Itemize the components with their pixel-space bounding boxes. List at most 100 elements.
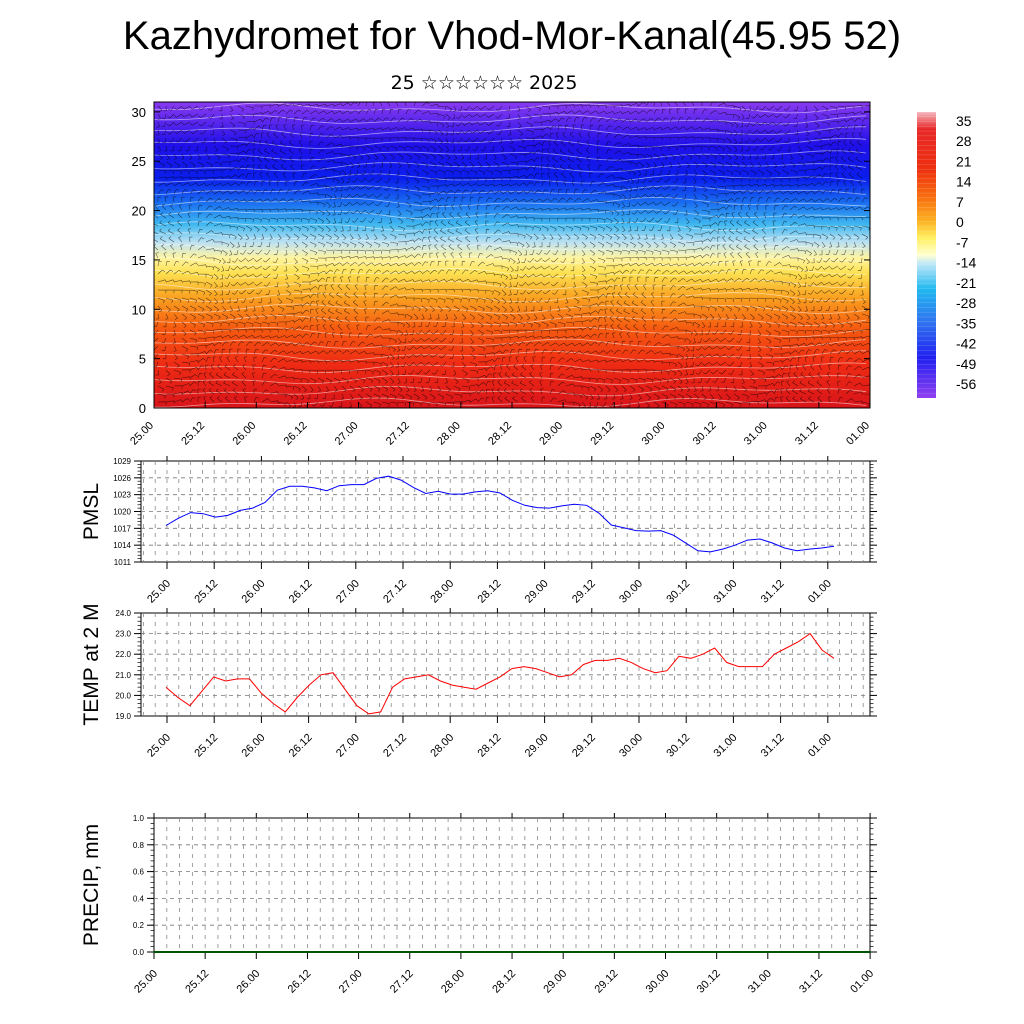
- contour-line: [154, 185, 867, 196]
- precip-x-tick-label: 01.00: [848, 968, 876, 996]
- precip-x-tick-label: 29.12: [593, 968, 621, 996]
- section-field: [154, 102, 870, 408]
- section-x-tick-label: 01.00: [844, 420, 872, 448]
- section-x-tick-label: 26.00: [230, 420, 258, 448]
- colorbar-label: -7: [956, 234, 969, 250]
- precip-y-tick-label: 1.0: [133, 814, 145, 823]
- contour-line: [154, 362, 867, 373]
- colorbar-label: 7: [956, 194, 964, 210]
- section-x-tick-label: 28.00: [435, 420, 463, 448]
- section-x-tick-label: 31.12: [793, 420, 821, 448]
- section-y-tick-label: 5: [139, 352, 146, 367]
- pmsl-y-tick-label: 1029: [113, 457, 131, 466]
- pmsl-y-tick-label: 1026: [113, 474, 131, 483]
- contour-line: [154, 244, 867, 255]
- contour-line: [154, 162, 867, 173]
- temp-x-tick-label: 27.12: [381, 732, 409, 760]
- contour-line: [154, 221, 867, 232]
- pmsl-y-axis-label: PMSL: [80, 483, 103, 540]
- wind-barbs: [154, 102, 870, 408]
- contour-line: [154, 114, 867, 125]
- colorbar-label: -28: [956, 295, 976, 311]
- temp-y-tick-label: 20.0: [115, 691, 131, 700]
- precip-y-axis-label: PRECIP, mm: [80, 824, 103, 946]
- precip-x-tick-label: 27.12: [388, 968, 416, 996]
- section-x-tick-label: 29.00: [537, 420, 565, 448]
- precip-x-tick-label: 28.00: [439, 968, 467, 996]
- temp-x-tick-label: 29.12: [570, 732, 598, 760]
- temp-x-tick-label: 29.00: [523, 732, 551, 760]
- pmsl-series-line: [165, 475, 835, 553]
- section-x-tick-label: 25.00: [128, 420, 156, 448]
- section-x-tick-label: 27.12: [384, 420, 412, 448]
- cross-section-panel: 0 5 10 15 20 25 30 25.00 25.12 26.00 26.12 27.00 27.…: [128, 101, 872, 448]
- colorbar-label: -21: [956, 275, 976, 291]
- temp-y-tick-label: 22.0: [115, 650, 131, 659]
- precip-y-tick-label: 0.2: [133, 921, 145, 930]
- precip-x-tick-label: 26.00: [234, 968, 262, 996]
- temp-x-tick-label: 30.12: [664, 732, 692, 760]
- precip-x-tick-label: 29.00: [541, 968, 569, 996]
- colorbar-label: 14: [956, 174, 972, 190]
- pmsl-x-tick-label: 25.00: [145, 578, 173, 606]
- pmsl-x-tick-label: 28.00: [428, 578, 456, 606]
- colorbar-label: -35: [956, 315, 976, 331]
- contour-line: [154, 255, 866, 266]
- section-y-tick-label: 20: [132, 204, 146, 219]
- section-x-tick-label: 27.00: [333, 420, 361, 448]
- contour-line: [154, 386, 867, 397]
- figure-title: Kazhydromet for Vhod-Mor-Kanal(45.95 52): [122, 14, 902, 58]
- pmsl-x-tick-label: 27.00: [334, 578, 362, 606]
- colorbar-scale: [917, 112, 936, 398]
- section-y-tick-label: 30: [132, 105, 146, 120]
- precip-x-tick-label: 28.12: [490, 968, 518, 996]
- temp-x-tick-label: 25.12: [192, 732, 220, 760]
- pmsl-y-tick-label: 1014: [113, 541, 131, 550]
- section-x-tick-label: 26.12: [282, 420, 310, 448]
- section-x-tick-label: 31.00: [742, 420, 770, 448]
- pmsl-y-tick-label: 1017: [113, 524, 131, 533]
- precip-x-tick-label: 31.12: [797, 968, 825, 996]
- section-y-tick-label: 15: [132, 253, 146, 268]
- contour-line: [154, 267, 867, 279]
- temp-x-tick-label: 31.00: [712, 732, 740, 760]
- temp-y-tick-label: 24.0: [115, 609, 131, 618]
- pmsl-x-tick-label: 27.12: [381, 578, 409, 606]
- section-y-tick-label: 25: [132, 154, 146, 169]
- colorbar-label: -14: [956, 255, 976, 271]
- pmsl-x-tick-label: 31.12: [759, 578, 787, 606]
- precip-x-tick-label: 25.00: [132, 968, 160, 996]
- contour-line: [154, 292, 867, 303]
- precip-x-tick-label: 26.12: [286, 968, 314, 996]
- colorbar-label: 21: [956, 153, 972, 169]
- temp-y-tick-label: 19.0: [115, 712, 131, 721]
- colorbar: 35 28 21 14 7 0 -7 -14 -21 -28 -35 -42 -49 -56: [917, 111, 976, 398]
- pmsl-y-tick-label: 1011: [114, 558, 132, 567]
- temp-x-tick-label: 27.00: [334, 732, 362, 760]
- figure-subtitle: 25 ☆☆☆☆☆☆ 2025: [390, 72, 578, 94]
- precip-x-tick-label: 30.00: [644, 968, 672, 996]
- section-x-tick-label: 28.12: [486, 420, 514, 448]
- precip-x-tick-label: 27.00: [337, 968, 365, 996]
- pmsl-x-tick-label: 29.12: [570, 578, 598, 606]
- temp-x-tick-label: 28.12: [476, 732, 504, 760]
- temp-y-tick-label: 21.0: [115, 671, 131, 680]
- pmsl-y-tick-label: 1020: [113, 508, 131, 517]
- section-y-tick-label: 10: [132, 302, 146, 317]
- temp-x-tick-label: 26.00: [240, 732, 268, 760]
- precip-y-tick-label: 0.4: [133, 894, 145, 903]
- pmsl-x-tick-label: 26.00: [240, 578, 268, 606]
- temp-y-axis-label: TEMP at 2 M: [80, 603, 103, 725]
- colorbar-label: 28: [956, 133, 972, 149]
- pmsl-x-tick-label: 25.12: [192, 578, 220, 606]
- contour-line: [154, 138, 867, 149]
- temp-x-tick-label: 30.00: [617, 732, 645, 760]
- colorbar-label: -49: [956, 356, 976, 372]
- contour-line: [154, 196, 867, 207]
- pmsl-x-tick-label: 26.12: [287, 578, 315, 606]
- contour-line: [154, 102, 867, 114]
- precip-panel: 1.0 0.8 0.6 0.4 0.2 0.0 25.00 25.12 26.00 26.12 27…: [80, 813, 877, 996]
- pmsl-x-tick-label: 31.00: [712, 578, 740, 606]
